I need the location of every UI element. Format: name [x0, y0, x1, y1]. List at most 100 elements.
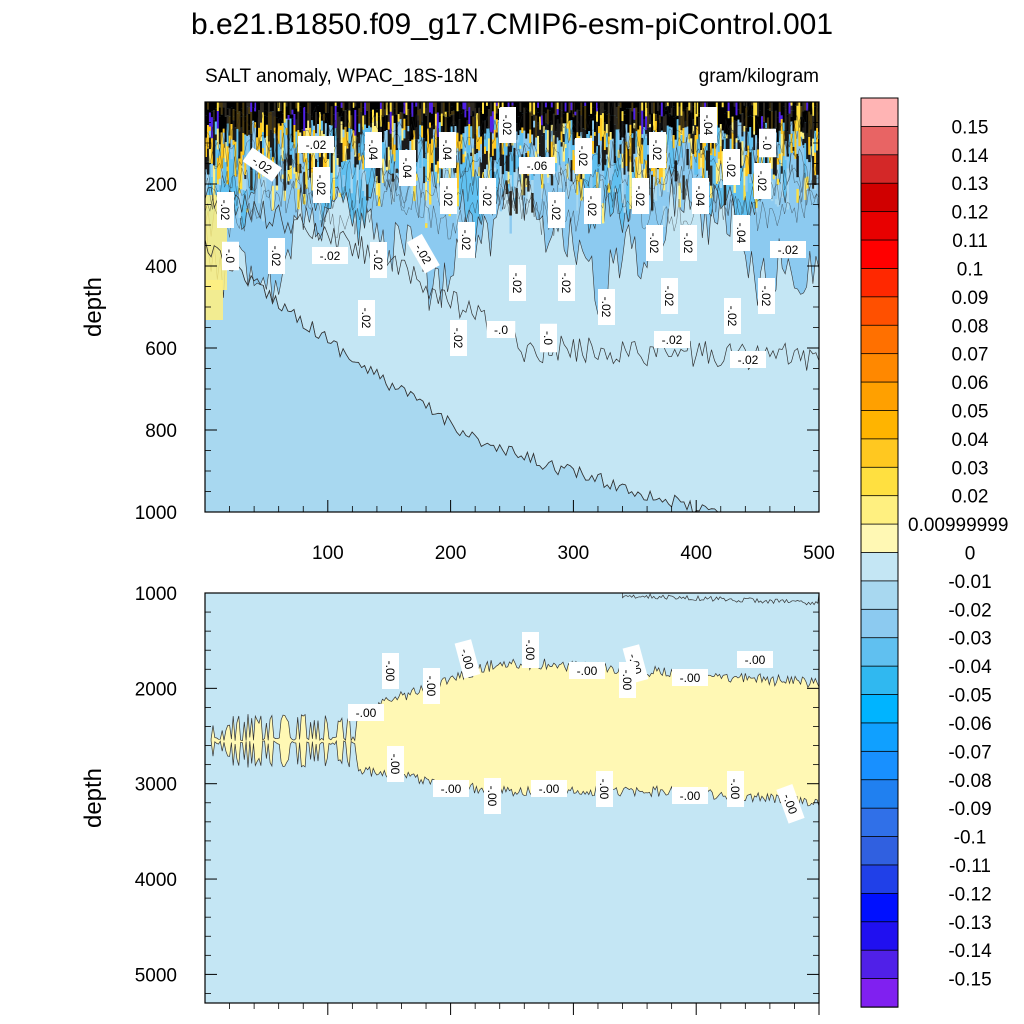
surface-cell [320, 102, 324, 116]
surface-cell [808, 154, 811, 163]
surface-cell [741, 113, 744, 132]
colorbar-swatch [860, 495, 899, 525]
surface-cell [607, 102, 611, 114]
surface-cell [452, 110, 455, 115]
surface-cell [262, 176, 265, 200]
surface-cell [741, 102, 744, 114]
surface-cell [637, 102, 640, 113]
surface-cell [395, 150, 398, 169]
contour-label-text: -.04 [701, 115, 715, 136]
surface-cell [350, 151, 353, 174]
contour-label-text: -.02 [599, 297, 613, 318]
surface-cell [682, 168, 685, 176]
surface-cell [356, 189, 359, 201]
surface-cell [531, 102, 534, 116]
contour-label-text: -.02 [441, 186, 455, 207]
surface-cell [710, 185, 713, 199]
surface-cell [297, 173, 300, 180]
surface-cell [250, 133, 253, 143]
surface-cell [429, 143, 432, 157]
surface-cell [598, 133, 601, 146]
surface-cell [260, 122, 263, 138]
surface-cell [456, 188, 459, 207]
surface-cell [660, 177, 664, 194]
surface-cell [790, 133, 793, 153]
surface-cell [694, 125, 697, 135]
surface-cell [814, 185, 817, 191]
surface-cell [319, 198, 322, 221]
surface-cell [690, 138, 693, 156]
surface-cell [784, 129, 787, 141]
surface-cell [558, 109, 562, 124]
surface-cell [348, 102, 351, 111]
surface-cell [535, 115, 538, 138]
surface-cell [598, 126, 601, 134]
surface-cell [688, 110, 691, 134]
surface-cell [346, 102, 349, 110]
surface-cell [639, 102, 642, 109]
surface-cell [260, 137, 263, 142]
surface-cell [676, 139, 679, 161]
surface-cell [207, 109, 210, 125]
surface-cell [808, 102, 811, 112]
surface-cell [497, 133, 501, 149]
surface-cell [806, 102, 809, 111]
surface-cell [265, 102, 269, 117]
surface-cell [592, 107, 595, 121]
surface-cell [751, 116, 754, 138]
surface-cell [429, 181, 432, 205]
surface-cell [558, 102, 562, 110]
contour-label: -.00 [454, 639, 481, 679]
surface-cell [629, 108, 632, 125]
surface-cell [700, 150, 703, 168]
surface-cell [745, 102, 748, 107]
surface-cell [702, 151, 705, 163]
contour-label-text: -.00 [383, 661, 397, 682]
surface-cell [660, 102, 664, 117]
surface-cell [423, 102, 426, 114]
colorbar-label: -0.07 [948, 742, 991, 763]
surface-cell [348, 143, 351, 160]
surface-cell [385, 130, 389, 148]
surface-cell [464, 117, 467, 127]
colorbar-swatch [860, 438, 899, 468]
surface-cell [627, 108, 630, 133]
surface-cell [564, 111, 567, 124]
surface-cell [466, 110, 469, 121]
chart-title: b.e21.B1850.f09_g17.CMIP6-esm-piControl.… [191, 8, 833, 41]
surface-cell [499, 193, 503, 212]
surface-cell [601, 102, 605, 114]
surface-cell [621, 189, 624, 204]
surface-cell [218, 155, 222, 179]
surface-cell [454, 126, 457, 135]
surface-cell [434, 113, 438, 131]
surface-cell [263, 167, 267, 190]
surface-cell [527, 133, 530, 151]
surface-cell [710, 155, 713, 166]
surface-cell [279, 102, 283, 111]
surface-cell [625, 124, 628, 142]
surface-cell [684, 121, 687, 128]
surface-cell [560, 167, 563, 189]
contour-label-text: -.00 [597, 779, 611, 800]
surface-cell [641, 137, 644, 145]
surface-cell [566, 144, 569, 164]
surface-cell [305, 102, 308, 113]
surface-cell [596, 111, 599, 122]
surface-cell [562, 113, 565, 124]
surface-cell [275, 173, 279, 186]
surface-cell [456, 162, 459, 189]
surface-cell [334, 145, 338, 160]
surface-cell [755, 135, 758, 154]
surface-cell [393, 108, 396, 115]
surface-contour [205, 178, 819, 240]
colorbar-swatch [860, 665, 899, 696]
surface-cell [454, 102, 457, 116]
surface-cell [431, 113, 434, 126]
contour-label: -.04 [733, 215, 750, 251]
surface-cell [263, 102, 267, 116]
surface-cell [605, 114, 609, 124]
contour-label-text: -.0 [494, 323, 508, 337]
surface-cell [385, 147, 389, 167]
surface-cell [470, 138, 473, 153]
